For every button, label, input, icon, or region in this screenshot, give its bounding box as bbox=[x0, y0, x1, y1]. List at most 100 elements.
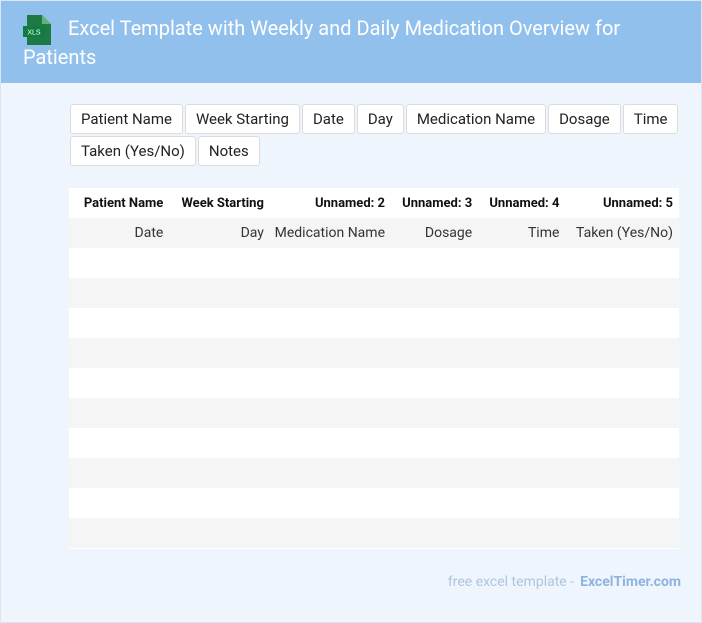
cell bbox=[270, 278, 391, 308]
cell bbox=[391, 398, 478, 428]
table-row: 6 bbox=[69, 398, 679, 428]
cell bbox=[565, 428, 679, 458]
column-header: Unnamed: 3 bbox=[402, 195, 473, 211]
cell bbox=[169, 338, 270, 368]
cell bbox=[565, 278, 679, 308]
cell bbox=[478, 488, 565, 518]
chip: Patient Name bbox=[70, 104, 183, 134]
cell bbox=[391, 488, 478, 518]
cell bbox=[270, 248, 391, 278]
cell bbox=[169, 518, 270, 548]
cell bbox=[70, 458, 169, 488]
header-row: Patient Name Week Starting Unnamed: 2 Unnam… bbox=[69, 188, 679, 218]
cell: Day bbox=[240, 225, 264, 241]
cell bbox=[270, 428, 391, 458]
table-row: 1 bbox=[69, 248, 679, 278]
cell bbox=[169, 308, 270, 338]
footer-text: free excel template - bbox=[447, 574, 575, 590]
cell bbox=[169, 368, 270, 398]
cell bbox=[478, 278, 565, 308]
cell bbox=[565, 338, 679, 368]
table-row: 4 bbox=[69, 338, 679, 368]
cell bbox=[391, 308, 478, 338]
cell bbox=[565, 488, 679, 518]
title: Excel Template with Weekly and Daily Med… bbox=[23, 16, 621, 69]
column-header: Unnamed: 2 bbox=[314, 195, 385, 211]
column-chips: Patient Name Week Starting Date Day Medicati… bbox=[70, 104, 682, 166]
cell bbox=[169, 488, 270, 518]
footer: free excel template - ExcelTimer.com bbox=[448, 574, 681, 590]
cell bbox=[70, 308, 169, 338]
cell: Date bbox=[134, 225, 164, 241]
cell: Taken (Yes/No) bbox=[576, 225, 673, 241]
table-row: 10 bbox=[69, 518, 679, 548]
column-header: Week Starting bbox=[181, 195, 264, 211]
cell bbox=[70, 248, 169, 278]
cell bbox=[70, 428, 169, 458]
cell bbox=[270, 398, 391, 428]
column-header: Unnamed: 4 bbox=[489, 195, 560, 211]
cell bbox=[70, 368, 169, 398]
chip: Medication Name bbox=[405, 104, 547, 134]
cell bbox=[478, 428, 565, 458]
column-header: Patient Name bbox=[83, 195, 164, 211]
cell bbox=[169, 398, 270, 428]
cell bbox=[565, 368, 679, 398]
cell bbox=[478, 338, 565, 368]
cell bbox=[478, 398, 565, 428]
cell bbox=[169, 458, 270, 488]
cell bbox=[70, 398, 169, 428]
cell: Dosage bbox=[424, 225, 473, 241]
cell: Medication Name bbox=[274, 225, 385, 241]
cell bbox=[270, 338, 391, 368]
cell bbox=[478, 308, 565, 338]
cell bbox=[478, 518, 565, 548]
cell bbox=[70, 338, 169, 368]
cell bbox=[169, 278, 270, 308]
chip: Notes bbox=[197, 136, 260, 166]
cell bbox=[391, 338, 478, 368]
cell bbox=[70, 488, 169, 518]
cell bbox=[565, 248, 679, 278]
cell bbox=[391, 278, 478, 308]
cell bbox=[270, 458, 391, 488]
table-view: Patient Name Week Starting Unnamed: 2 Unnam… bbox=[69, 188, 679, 549]
cell bbox=[270, 488, 391, 518]
cell bbox=[478, 368, 565, 398]
footer-site: ExcelTimer.com bbox=[580, 574, 681, 590]
cell bbox=[270, 368, 391, 398]
xls-icon: XLS bbox=[23, 15, 51, 45]
data-table: Patient Name Week Starting Unnamed: 2 Unnam… bbox=[69, 188, 679, 548]
table-row: 7 bbox=[69, 428, 679, 458]
cell bbox=[565, 308, 679, 338]
cell bbox=[391, 248, 478, 278]
cell bbox=[70, 518, 169, 548]
chip: Time bbox=[622, 104, 679, 134]
cell bbox=[565, 458, 679, 488]
icon-label: XLS bbox=[27, 30, 41, 37]
cell bbox=[391, 368, 478, 398]
cell bbox=[169, 428, 270, 458]
cell bbox=[478, 248, 565, 278]
table-row: 9 bbox=[69, 488, 679, 518]
cell bbox=[391, 518, 478, 548]
cell: Time bbox=[527, 225, 560, 241]
cell bbox=[270, 308, 391, 338]
cell bbox=[391, 428, 478, 458]
column-header: Unnamed: 5 bbox=[602, 195, 673, 211]
table-row: 3 bbox=[69, 308, 679, 338]
chip: Week Starting bbox=[184, 104, 300, 134]
table-row: 8 bbox=[69, 458, 679, 488]
cell bbox=[169, 248, 270, 278]
chip: Day bbox=[356, 104, 404, 134]
cell bbox=[565, 398, 679, 428]
cell bbox=[391, 458, 478, 488]
chip: Taken (Yes/No) bbox=[70, 136, 196, 166]
cell bbox=[478, 458, 565, 488]
header: XLS Excel Template with Weekly and Daily… bbox=[1, 1, 701, 83]
chip: Dosage bbox=[548, 104, 621, 134]
cell bbox=[270, 518, 391, 548]
chip: Date bbox=[301, 104, 355, 134]
cell bbox=[565, 518, 679, 548]
